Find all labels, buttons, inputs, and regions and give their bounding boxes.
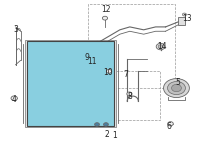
Circle shape	[11, 96, 17, 101]
Circle shape	[164, 79, 189, 97]
Text: 9: 9	[85, 53, 90, 62]
Circle shape	[156, 43, 165, 50]
Circle shape	[106, 69, 112, 73]
Circle shape	[102, 16, 108, 20]
Text: 3: 3	[13, 25, 18, 34]
Circle shape	[182, 13, 186, 16]
Bar	[88, 4, 175, 88]
Text: 8: 8	[127, 92, 132, 101]
Text: 10: 10	[103, 67, 113, 77]
Circle shape	[172, 84, 181, 92]
Bar	[114, 71, 160, 120]
Text: 6: 6	[166, 122, 171, 131]
Bar	[178, 17, 185, 25]
Text: 12: 12	[101, 5, 111, 14]
Text: 13: 13	[183, 14, 192, 23]
Text: 14: 14	[157, 42, 166, 51]
Text: 2: 2	[105, 130, 109, 139]
Circle shape	[158, 45, 163, 48]
Circle shape	[95, 123, 99, 126]
Text: 4: 4	[12, 95, 17, 104]
Circle shape	[104, 123, 108, 126]
Circle shape	[168, 81, 185, 95]
Text: 1: 1	[113, 131, 117, 140]
Circle shape	[168, 122, 173, 126]
Text: 7: 7	[123, 70, 128, 80]
Text: 11: 11	[88, 57, 97, 66]
Circle shape	[127, 92, 132, 96]
Text: 5: 5	[175, 78, 180, 87]
Bar	[25, 40, 116, 127]
Bar	[27, 41, 114, 126]
